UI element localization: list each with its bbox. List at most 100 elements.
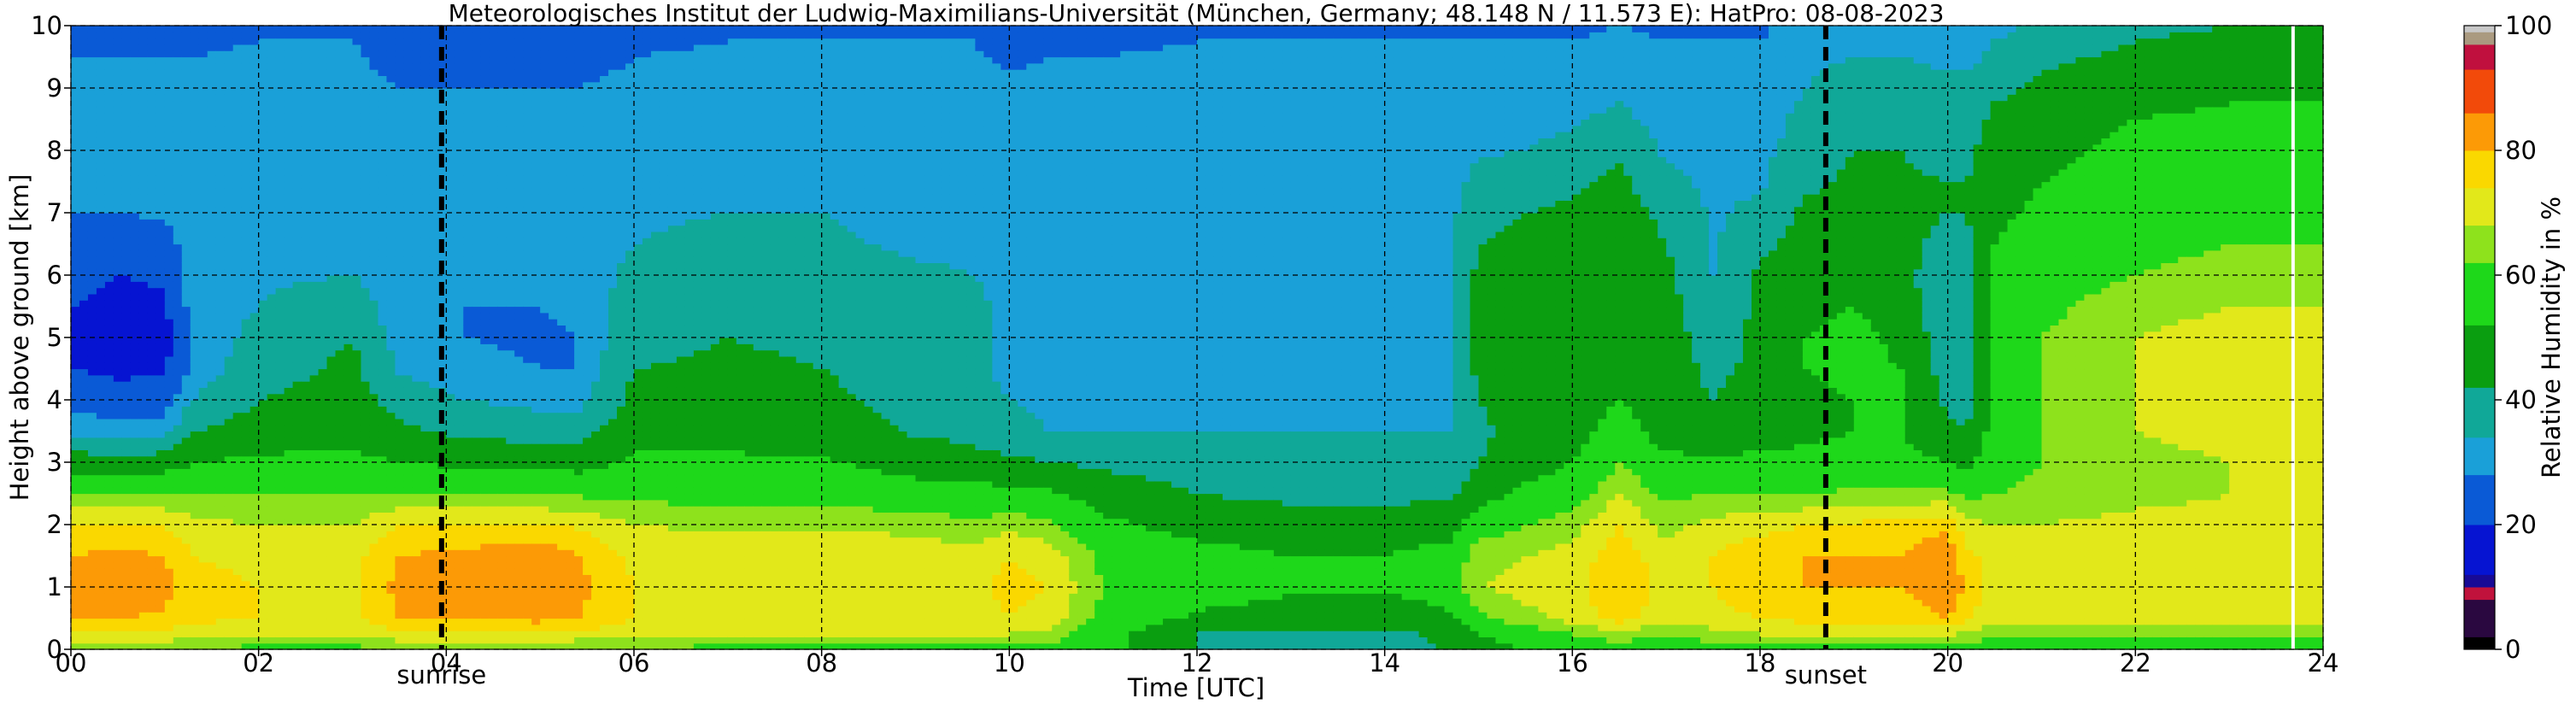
heatmap-cell: [104, 38, 114, 45]
heatmap-cell: [207, 368, 217, 376]
heatmap-cell: [155, 462, 166, 469]
heatmap-cell: [480, 343, 490, 351]
heatmap-cell: [292, 493, 302, 501]
heatmap-cell: [455, 132, 464, 138]
heatmap-cell: [361, 113, 371, 120]
heatmap-cell: [249, 88, 260, 95]
heatmap-cell: [224, 175, 234, 183]
heatmap-cell: [378, 637, 388, 644]
heatmap-cell: [403, 593, 413, 601]
heatmap-cell: [463, 518, 472, 525]
heatmap-cell: [138, 275, 149, 282]
heatmap-cell: [198, 262, 208, 270]
heatmap-cell: [138, 425, 149, 432]
heatmap-cell: [147, 612, 157, 619]
heatmap-cell: [446, 525, 455, 531]
heatmap-cell: [198, 618, 208, 625]
heatmap-cell: [130, 605, 140, 613]
heatmap-cell: [301, 631, 311, 637]
heatmap-cell: [207, 293, 217, 301]
heatmap-cell: [190, 474, 200, 482]
heatmap-cell: [343, 106, 354, 114]
heatmap-cell: [309, 418, 320, 425]
heatmap-cell: [480, 555, 490, 563]
heatmap-cell: [198, 362, 208, 370]
heatmap-cell: [258, 387, 268, 395]
heatmap-cell: [181, 525, 191, 531]
heatmap-cell: [429, 26, 438, 32]
heatmap-cell: [455, 181, 464, 189]
heatmap-cell: [446, 200, 455, 208]
heatmap-cell: [249, 312, 260, 320]
heatmap-cell: [343, 325, 354, 332]
heatmap-cell: [87, 374, 97, 382]
heatmap-cell: [190, 574, 200, 582]
heatmap-cell: [309, 549, 320, 557]
heatmap-cell: [361, 144, 371, 151]
heatmap-cell: [215, 374, 226, 382]
heatmap-cell: [224, 94, 234, 102]
heatmap-cell: [489, 631, 498, 637]
heatmap-cell: [190, 525, 200, 531]
heatmap-cell: [292, 181, 302, 189]
heatmap-cell: [104, 138, 114, 145]
heatmap-cell: [224, 418, 234, 425]
heatmap-cell: [455, 537, 464, 544]
heatmap-cell: [241, 506, 251, 513]
heatmap-cell: [335, 38, 345, 45]
heatmap-cell: [224, 125, 234, 132]
heatmap-cell: [71, 431, 80, 438]
heatmap-cell: [96, 243, 106, 251]
heatmap-cell: [181, 574, 191, 582]
heatmap-cell: [386, 443, 396, 450]
heatmap-cell: [215, 175, 226, 183]
heatmap-cell: [361, 349, 371, 357]
heatmap-cell: [71, 44, 80, 51]
heatmap-cell: [420, 443, 430, 450]
heatmap-cell: [420, 281, 430, 289]
heatmap-cell: [190, 50, 200, 58]
heatmap-cell: [181, 187, 191, 195]
heatmap-cell: [318, 249, 328, 257]
heatmap-cell: [147, 487, 157, 495]
heatmap-cell: [455, 487, 464, 495]
heatmap-cell: [258, 631, 268, 637]
heatmap-cell: [318, 431, 328, 438]
heatmap-cell: [275, 69, 285, 76]
heatmap-cell: [104, 412, 114, 419]
heatmap-cell: [318, 525, 328, 531]
heatmap-cell: [96, 225, 106, 232]
heatmap-cell: [164, 425, 174, 432]
heatmap-cell: [343, 119, 354, 126]
heatmap-cell: [386, 256, 396, 263]
heatmap-cell: [241, 194, 251, 201]
heatmap-cell: [155, 56, 166, 64]
heatmap-cell: [267, 187, 277, 195]
heatmap-cell: [412, 113, 421, 120]
heatmap-cell: [463, 580, 472, 588]
heatmap-cell: [463, 593, 472, 601]
heatmap-cell: [96, 618, 106, 625]
heatmap-cell: [301, 474, 311, 482]
heatmap-cell: [138, 624, 149, 631]
heatmap-cell: [275, 537, 285, 544]
heatmap-cell: [489, 555, 498, 563]
heatmap-cell: [147, 62, 157, 70]
heatmap-cell: [352, 362, 362, 370]
heatmap-cell: [121, 38, 132, 45]
heatmap-cell: [232, 593, 243, 601]
heatmap-cell: [472, 631, 481, 637]
heatmap-cell: [155, 50, 166, 58]
heatmap-cell: [173, 543, 183, 550]
heatmap-cell: [113, 549, 123, 557]
heatmap-cell: [472, 412, 481, 419]
heatmap-cell: [335, 605, 345, 613]
heatmap-cell: [87, 574, 97, 582]
heatmap-cell: [420, 181, 430, 189]
heatmap-cell: [420, 531, 430, 538]
heatmap-cell: [326, 238, 337, 245]
heatmap-cell: [224, 637, 234, 644]
heatmap-cell: [224, 238, 234, 245]
heatmap-cell: [267, 468, 277, 476]
heatmap-cell: [138, 568, 149, 575]
